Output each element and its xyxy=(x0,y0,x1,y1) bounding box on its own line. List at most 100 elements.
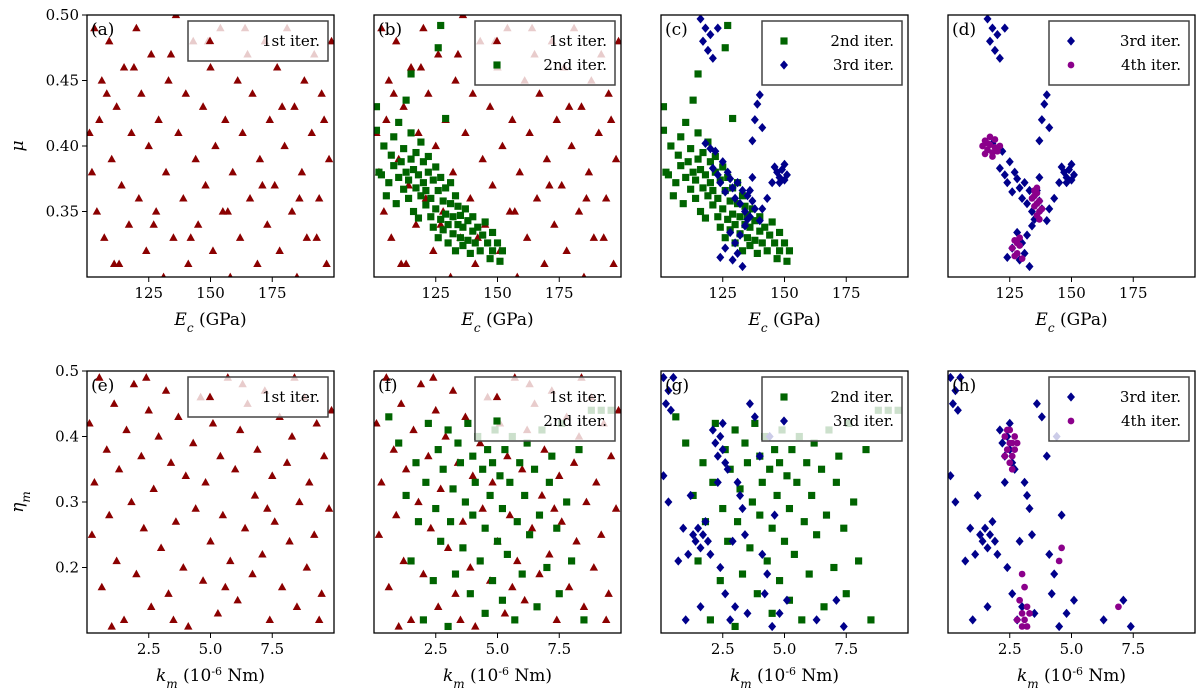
data-point-iter2 xyxy=(780,239,789,247)
legend-box xyxy=(474,20,616,86)
y-tick-label: 0.40 xyxy=(46,137,79,155)
data-point-iter1 xyxy=(319,115,329,123)
data-point-iter2 xyxy=(390,133,398,141)
data-point-iter1 xyxy=(149,220,158,228)
data-point-iter3 xyxy=(750,204,759,214)
data-point-iter3 xyxy=(748,172,757,183)
data-point-iter3 xyxy=(733,477,742,487)
data-point-iter1 xyxy=(327,405,334,414)
data-point-iter1 xyxy=(419,569,428,578)
data-point-iter3 xyxy=(669,372,678,383)
data-point-iter1 xyxy=(414,128,423,137)
data-point-iter1 xyxy=(114,464,124,473)
data-point-iter1 xyxy=(401,464,411,473)
data-point-iter1 xyxy=(409,425,418,434)
data-point-iter2 xyxy=(568,557,576,565)
data-point-iter1 xyxy=(154,115,163,123)
data-point-iter1 xyxy=(282,458,292,466)
data-point-iter4 xyxy=(981,150,989,158)
data-point-iter3 xyxy=(995,53,1004,63)
data-point-iter3 xyxy=(948,399,957,409)
data-point-iter1 xyxy=(245,193,255,202)
data-point-iter3 xyxy=(721,589,730,599)
data-point-iter4 xyxy=(1018,609,1026,617)
data-point-iter2 xyxy=(719,163,727,171)
data-point-iter1 xyxy=(100,233,109,241)
data-point-iter2 xyxy=(481,524,489,532)
data-point-iter1 xyxy=(557,180,566,189)
data-point-iter3 xyxy=(1030,608,1039,618)
data-point-iter2 xyxy=(434,234,442,242)
data-point-iter2 xyxy=(775,247,784,255)
data-point-iter2 xyxy=(516,459,524,467)
data-point-iter3 xyxy=(1045,549,1054,560)
x-axis-label: km (10-6 Nm) xyxy=(730,665,839,692)
data-point-iter3 xyxy=(986,530,994,540)
legend-entry: 3rd iter. xyxy=(1120,388,1181,406)
data-point-iter3 xyxy=(1015,183,1024,193)
data-point-iter3 xyxy=(1025,261,1034,272)
data-point-iter1 xyxy=(599,233,608,241)
legend-box xyxy=(474,376,616,442)
data-point-iter2 xyxy=(402,491,410,500)
data-point-iter1 xyxy=(564,102,574,110)
data-point-iter2 xyxy=(414,214,423,222)
data-point-iter3 xyxy=(1000,170,1009,180)
legend: 1st iter. 2nd iter. xyxy=(474,376,616,442)
data-point-iter4 xyxy=(1003,446,1011,453)
data-point-iter4 xyxy=(1018,255,1026,263)
data-point-iter2 xyxy=(412,184,420,192)
data-point-iter3 xyxy=(951,386,960,396)
data-point-iter2 xyxy=(746,544,754,552)
data-point-iter2 xyxy=(677,133,685,141)
data-point-iter2 xyxy=(412,459,420,467)
data-point-iter1 xyxy=(485,102,495,110)
data-point-iter1 xyxy=(527,523,537,532)
data-point-iter1 xyxy=(327,36,334,45)
data-point-iter2 xyxy=(521,491,529,500)
data-point-iter2 xyxy=(775,577,784,585)
data-point-iter1 xyxy=(253,259,262,268)
data-point-iter3 xyxy=(1023,490,1032,501)
data-point-iter1 xyxy=(164,76,173,84)
data-point-iter2 xyxy=(696,207,705,216)
data-point-iter2 xyxy=(444,622,452,631)
data-point-iter3 xyxy=(956,372,965,383)
data-point-iter3 xyxy=(1057,162,1066,172)
data-point-iter3 xyxy=(661,399,670,409)
data-point-iter1 xyxy=(382,115,391,123)
data-point-iter3 xyxy=(1047,589,1056,599)
data-point-iter4 xyxy=(986,133,994,141)
data-point-iter4 xyxy=(1013,439,1021,447)
data-point-iter2 xyxy=(424,152,432,161)
data-point-iter3 xyxy=(721,187,730,197)
data-point-iter2 xyxy=(696,166,705,174)
data-point-iter2 xyxy=(395,173,403,182)
chart-panel-c: 125 150 175 Ec (GPa) (c) 2nd iter. 3rd iter. xyxy=(660,14,909,335)
x-tick-label: 125 xyxy=(421,284,450,302)
data-point-iter2 xyxy=(447,179,455,187)
data-point-iter1 xyxy=(119,615,129,624)
y-tick-label: 0.4 xyxy=(55,428,79,446)
data-point-iter2 xyxy=(741,439,749,447)
panel-label: (h) xyxy=(952,376,976,396)
data-point-iter2 xyxy=(513,518,521,526)
data-point-iter1 xyxy=(105,36,114,45)
data-point-iter3 xyxy=(736,230,745,240)
data-point-iter3 xyxy=(718,418,727,429)
panel-label: (e) xyxy=(91,376,114,396)
data-point-iter1 xyxy=(87,418,94,427)
data-point-iter3 xyxy=(711,146,720,156)
data-point-iter3 xyxy=(706,144,715,154)
legend: 2nd iter. 3rd iter. xyxy=(761,376,903,442)
data-point-iter3 xyxy=(758,204,767,214)
data-point-iter1 xyxy=(95,115,104,123)
data-point-iter2 xyxy=(437,21,445,30)
data-point-iter1 xyxy=(142,246,151,254)
data-point-iter3 xyxy=(968,615,977,625)
data-point-iter1 xyxy=(451,589,460,597)
data-point-iter2 xyxy=(488,247,497,255)
legend-box xyxy=(1048,376,1190,442)
data-point-iter2 xyxy=(785,504,794,513)
